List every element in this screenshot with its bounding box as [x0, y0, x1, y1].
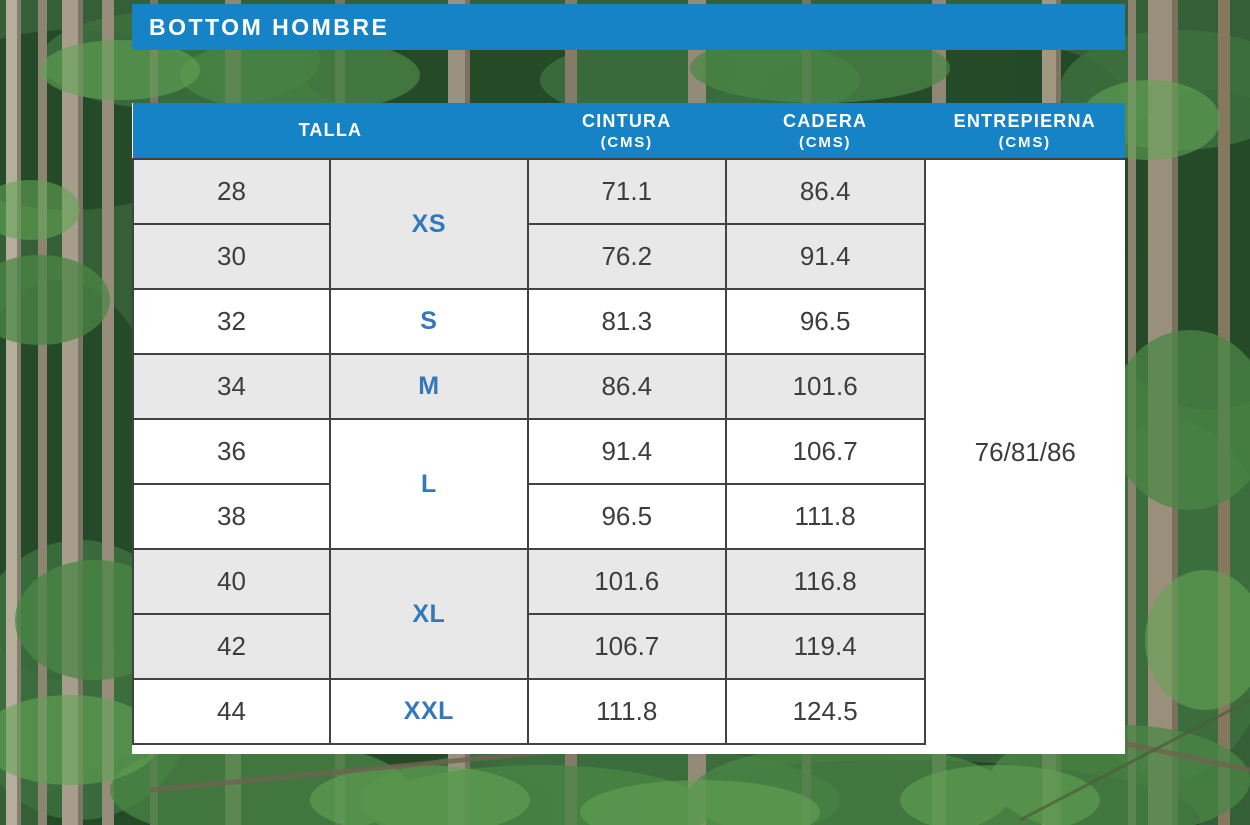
cintura-value-cell: 91.4: [526, 418, 727, 485]
size-letter-cell: XS: [328, 158, 529, 290]
table-row: 40 XL 101.6 116.8: [132, 548, 1125, 680]
cintura-unit-label: (CMS): [600, 133, 653, 151]
talla-number-cell: 42: [132, 613, 331, 680]
entrepierna-value-cell: 76/81/86: [923, 158, 1125, 744]
table-row: 30 76.2 91.4: [132, 223, 1125, 290]
cadera-value-cell: 106.7: [724, 418, 926, 485]
size-table-header: TALLA CINTURA (CMS) CADERA (CMS) ENTREPI…: [133, 103, 1125, 159]
cadera-value-cell: 124.5: [724, 678, 926, 745]
size-letter-cell: XXL: [328, 678, 529, 745]
cadera-value-cell: 119.4: [724, 613, 926, 680]
cadera-value-cell: 96.5: [724, 288, 926, 355]
cintura-value-cell: 101.6: [526, 548, 727, 615]
column-header-talla: TALLA: [133, 103, 528, 159]
talla-number-cell: 44: [132, 678, 331, 745]
cadera-value-cell: 86.4: [724, 158, 926, 225]
talla-number-cell: 40: [132, 548, 331, 615]
cadera-value-cell: 101.6: [724, 353, 926, 420]
cintura-value-cell: 86.4: [526, 353, 727, 420]
talla-number-cell: 38: [132, 483, 331, 550]
talla-number-cell: 36: [132, 418, 331, 485]
entrepierna-unit-label: (CMS): [998, 133, 1051, 151]
cintura-value-cell: 111.8: [526, 678, 727, 745]
size-table: TALLA CINTURA (CMS) CADERA (CMS) ENTREPI…: [132, 103, 1125, 745]
table-row: 32 S 81.3 96.5: [132, 288, 1125, 355]
table-row: 42 106.7 119.4: [132, 613, 1125, 680]
talla-number-cell: 34: [132, 353, 331, 420]
cadera-value-cell: 116.8: [724, 548, 926, 615]
cadera-value-cell: 91.4: [724, 223, 926, 290]
table-row: 38 96.5 111.8: [132, 483, 1125, 550]
column-header-cadera: CADERA (CMS): [725, 103, 925, 159]
title-bar: BOTTOM HOMBRE: [132, 4, 1125, 50]
page-title: BOTTOM HOMBRE: [149, 13, 390, 40]
size-letter-cell: L: [328, 418, 529, 550]
table-row: 36 L 91.4 106.7: [132, 418, 1125, 550]
cadera-unit-label: (CMS): [798, 133, 852, 151]
cadera-value-cell: 111.8: [724, 483, 926, 550]
size-letter-cell: XL: [328, 548, 529, 680]
column-header-entrepierna: ENTREPIERNA (CMS): [924, 103, 1125, 159]
size-letter-cell: S: [328, 288, 529, 355]
table-row: 44 XXL 111.8 124.5: [132, 678, 1125, 745]
cintura-value-cell: 81.3: [526, 288, 727, 355]
talla-number-cell: 32: [132, 288, 331, 355]
cintura-value-cell: 106.7: [526, 613, 727, 680]
cintura-value-cell: 76.2: [526, 223, 727, 290]
table-row: 34 M 86.4 101.6: [132, 353, 1125, 420]
talla-number-cell: 30: [132, 223, 331, 290]
talla-number-cell: 28: [132, 158, 331, 225]
size-chart-panel: TALLA CINTURA (CMS) CADERA (CMS) ENTREPI…: [132, 103, 1125, 754]
column-header-cintura: CINTURA (CMS): [527, 103, 726, 159]
size-letter-cell: M: [328, 353, 529, 420]
cintura-value-cell: 96.5: [526, 483, 727, 550]
cintura-value-cell: 71.1: [526, 158, 727, 225]
size-table-body: 28 XS 71.1 86.4 76/81/86 30 76.2 91.4 32 S 81.3 96.…: [132, 158, 1125, 745]
table-row: 28 XS 71.1 86.4 76/81/86: [132, 158, 1125, 744]
